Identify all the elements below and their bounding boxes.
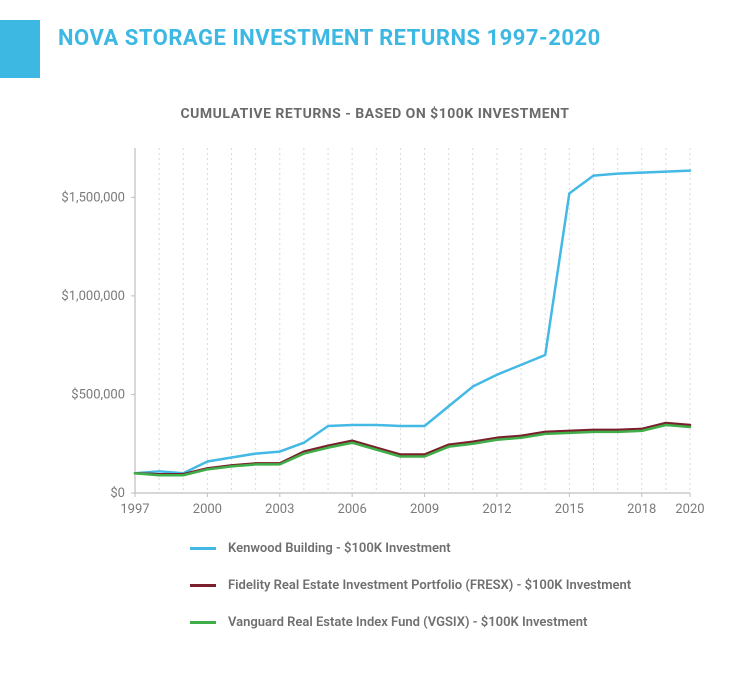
x-tick-label: 1997 <box>120 502 149 517</box>
y-tick-label: $1,500,000 <box>61 190 125 205</box>
legend-item: Vanguard Real Estate Index Fund (VGSIX) … <box>190 615 730 630</box>
x-tick-label: 2006 <box>338 502 367 517</box>
legend-swatch <box>190 584 216 587</box>
series-line <box>135 425 690 475</box>
chart-container: $0 $500,000 $1,000,000 $1,500,000 1997 2000 20… <box>20 138 730 523</box>
page-header: NOVA STORAGE INVESTMENT RETURNS 1997-202… <box>20 20 730 78</box>
x-tick-label: 2009 <box>410 502 439 517</box>
legend-swatch <box>190 547 216 550</box>
x-tick-label: 2020 <box>675 502 704 517</box>
x-tick-label: 2012 <box>482 502 511 517</box>
y-tick-label: $500,000 <box>71 387 125 402</box>
legend-label: Kenwood Building - $100K Investment <box>228 541 451 556</box>
x-tick-label: 2015 <box>555 502 584 517</box>
header-accent-block <box>0 20 40 78</box>
x-tick-label: 2000 <box>193 502 222 517</box>
chart-legend: Kenwood Building - $100K Investment Fidel… <box>190 541 730 630</box>
line-chart: $0 $500,000 $1,000,000 $1,500,000 1997 2000 20… <box>35 138 715 523</box>
page-title: NOVA STORAGE INVESTMENT RETURNS 1997-202… <box>58 20 601 54</box>
x-tick-label: 2003 <box>265 502 294 517</box>
legend-item: Fidelity Real Estate Investment Portfoli… <box>190 578 730 593</box>
legend-label: Fidelity Real Estate Investment Portfoli… <box>228 578 631 593</box>
legend-item: Kenwood Building - $100K Investment <box>190 541 730 556</box>
chart-title: CUMULATIVE RETURNS - BASED ON $100K INVE… <box>20 106 730 122</box>
series-line <box>135 171 690 474</box>
legend-label: Vanguard Real Estate Index Fund (VGSIX) … <box>228 615 587 630</box>
legend-swatch <box>190 621 216 624</box>
y-tick-label: $0 <box>110 486 125 501</box>
y-tick-label: $1,000,000 <box>61 289 125 304</box>
x-tick-label: 2018 <box>627 502 656 517</box>
